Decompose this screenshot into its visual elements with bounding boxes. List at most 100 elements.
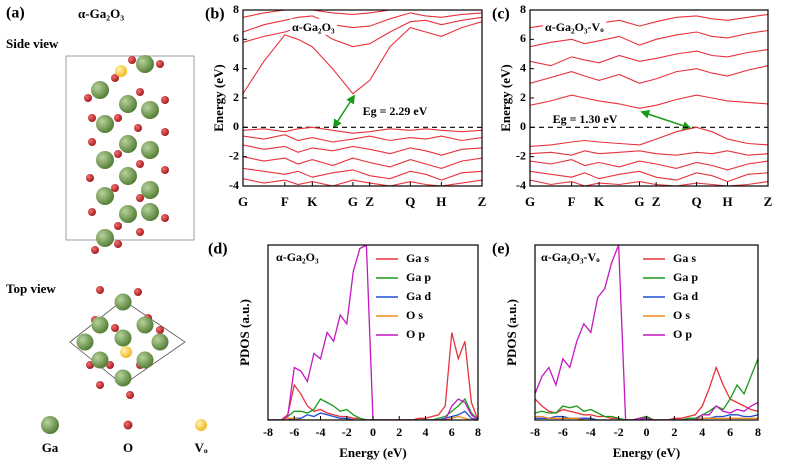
gap-arrow xyxy=(640,110,692,130)
x-tick-label: F xyxy=(281,194,289,209)
x-tick-label: 6 xyxy=(727,425,733,439)
data-line xyxy=(530,170,768,183)
ga-atom xyxy=(114,369,132,387)
ga-atom xyxy=(96,115,114,133)
o-atom xyxy=(84,94,92,102)
x-tick-label: H xyxy=(436,194,446,209)
data-line xyxy=(535,415,758,420)
data-line xyxy=(268,397,478,420)
ga-atom xyxy=(96,187,114,205)
data-line xyxy=(530,159,768,171)
y-tick-label: 4 xyxy=(233,60,239,74)
legend-label: Ga xyxy=(42,440,59,455)
x-tick-label: -6 xyxy=(289,425,299,439)
o-atom xyxy=(161,214,169,222)
o-atom xyxy=(88,138,96,146)
x-tick-label: 2 xyxy=(671,425,677,439)
data-line xyxy=(530,150,768,156)
x-tick-label: H xyxy=(722,194,732,209)
ga-atom xyxy=(96,151,114,169)
x-tick-label: -6 xyxy=(558,425,568,439)
o-atom xyxy=(126,391,134,399)
x-tick-label: G xyxy=(348,194,358,209)
y-tick-label: 0 xyxy=(233,119,239,133)
data-line xyxy=(268,332,478,420)
ga-atom xyxy=(141,101,159,119)
data-line xyxy=(530,126,768,147)
legend-label: Ga p xyxy=(406,270,431,284)
data-line xyxy=(530,29,768,48)
inset-title: α-Ga₂O₃ xyxy=(292,20,335,34)
x-axis-label: Energy (eV) xyxy=(339,445,407,460)
plot-frame xyxy=(534,244,759,421)
ga-atom xyxy=(136,55,154,73)
plot-frame xyxy=(242,9,483,187)
o-atom xyxy=(136,194,144,202)
x-tick-label: 2 xyxy=(396,425,402,439)
x-tick-label: -8 xyxy=(263,425,273,439)
data-line xyxy=(535,245,758,420)
o-atom xyxy=(106,361,114,369)
o-atom xyxy=(136,88,144,96)
y-tick-label: 0 xyxy=(520,119,526,133)
y-axis-label: PDOS (a.u.) xyxy=(237,299,252,366)
o-atom xyxy=(134,288,142,296)
o-atom xyxy=(114,240,122,248)
o-atom xyxy=(136,160,144,168)
data-line xyxy=(243,178,482,186)
o-atom xyxy=(96,286,104,294)
ga-atom xyxy=(114,293,132,311)
y-tick-label: 4 xyxy=(520,60,526,74)
x-tick-label: K xyxy=(594,194,605,209)
legend-label: Ga p xyxy=(673,270,698,284)
y-axis-label: Energy (eV) xyxy=(498,64,513,132)
x-tick-label: 8 xyxy=(755,425,761,439)
y-tick-label: -4 xyxy=(229,178,239,192)
panel-label: (e) xyxy=(492,241,510,258)
x-tick-label: -2 xyxy=(614,425,624,439)
o-atom xyxy=(136,228,144,236)
y-tick-label: -4 xyxy=(516,178,526,192)
x-tick-label: -4 xyxy=(586,425,596,439)
ga-atom xyxy=(91,316,109,334)
data-line xyxy=(243,21,482,95)
o-atom xyxy=(114,114,122,122)
x-tick-label: 4 xyxy=(423,425,429,439)
ga-atom xyxy=(141,141,159,159)
structure-title: α-Ga₂O₃ xyxy=(78,6,124,21)
data-line xyxy=(530,65,768,84)
x-tick-label: -8 xyxy=(530,425,540,439)
inset-title: α-Ga₂O₃-Vₒ xyxy=(545,20,604,34)
data-line xyxy=(268,410,478,420)
ga-atom xyxy=(96,229,114,247)
plot-area xyxy=(535,245,758,420)
o-atom xyxy=(88,114,96,122)
top-view-label: Top view xyxy=(6,281,56,296)
x-tick-label: 6 xyxy=(449,425,455,439)
x-tick-label: 0 xyxy=(370,425,376,439)
side-view-label: Side view xyxy=(6,36,59,51)
vacancy-site xyxy=(115,65,127,77)
o-atom xyxy=(161,128,169,136)
legend-label: Ga d xyxy=(673,289,698,303)
o-atom xyxy=(96,381,104,389)
y-tick-label: 2 xyxy=(520,90,526,104)
data-line xyxy=(243,126,482,134)
legend-o-atom xyxy=(123,420,133,430)
ga-atom xyxy=(91,351,109,369)
o-atom xyxy=(111,324,119,332)
legend-label: O p xyxy=(406,327,425,341)
o-atom xyxy=(114,150,122,158)
ga-atom xyxy=(119,135,137,153)
ga-atom xyxy=(141,203,159,221)
legend-label: Ga s xyxy=(673,251,696,265)
plot-area xyxy=(530,13,768,186)
x-tick-label: Z xyxy=(478,194,487,209)
ga-atom xyxy=(76,333,94,351)
data-line xyxy=(530,49,768,67)
o-atom xyxy=(111,74,119,82)
ga-atom xyxy=(114,329,132,347)
ga-atom xyxy=(119,205,137,223)
